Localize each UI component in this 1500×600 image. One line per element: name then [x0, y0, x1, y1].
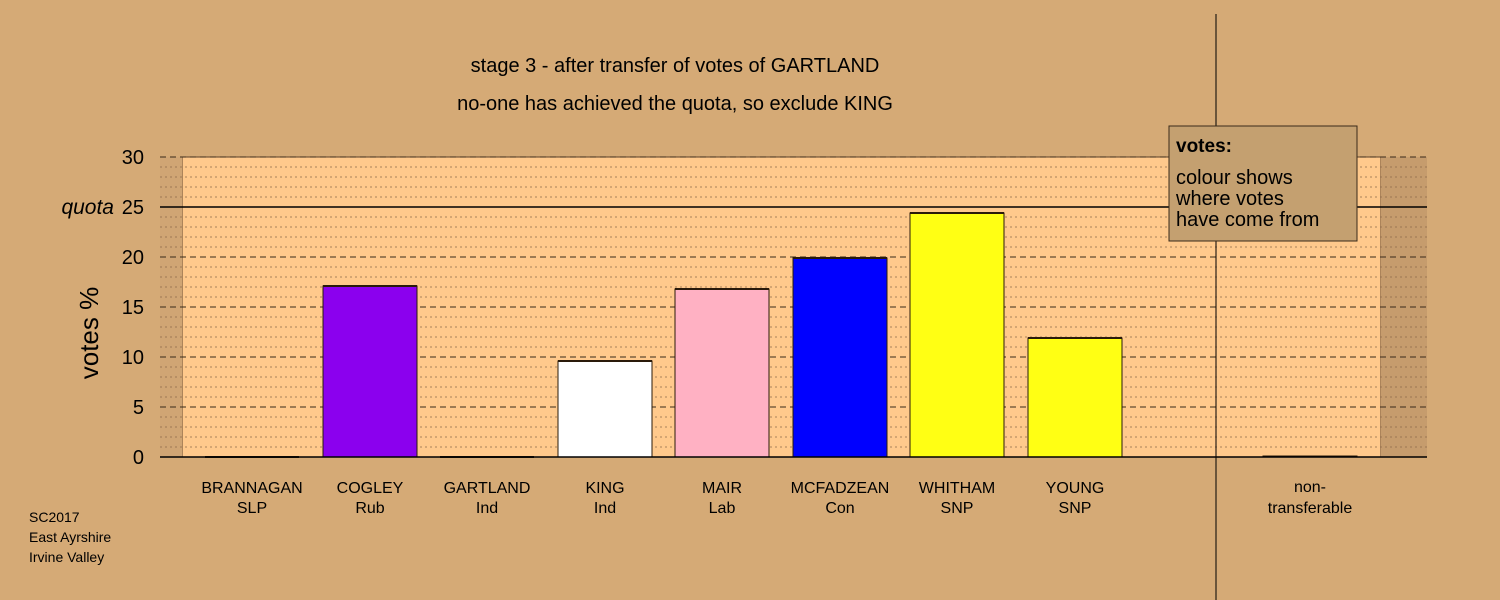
bar-mair: [674, 288, 770, 458]
candidate-name: BRANNAGAN: [201, 480, 302, 497]
legend-title: votes:: [1176, 136, 1232, 157]
candidate-party: Ind: [594, 500, 616, 517]
bar-mcfadzean: [792, 257, 888, 458]
y-tick-label: 20: [122, 247, 144, 269]
bar-whitham: [909, 212, 1005, 458]
y-tick-label: 10: [122, 347, 144, 369]
legend-line-1: colour shows: [1176, 167, 1293, 189]
source-line-2: East Ayrshire: [29, 529, 111, 545]
y-tick-labels: 0 5 10 15 20 25 30: [122, 147, 144, 469]
candidate-name: MCFADZEAN: [791, 480, 890, 497]
bar-cogley: [322, 285, 418, 458]
bar-king: [557, 360, 653, 458]
chart-title: stage 3 - after transfer of votes of GAR…: [471, 55, 880, 77]
candidate-party: Ind: [476, 500, 498, 517]
y-tick-label: 15: [122, 297, 144, 319]
legend: votes: colour shows where votes have com…: [1168, 125, 1358, 242]
bars: [205, 212, 1358, 458]
nontransferable-label-2: transferable: [1268, 500, 1353, 517]
candidate-name: KING: [585, 480, 624, 497]
candidate-party: SLP: [237, 500, 267, 517]
candidate-party: Lab: [709, 500, 736, 517]
quota-label: quota: [61, 196, 114, 219]
legend-box: [1168, 125, 1358, 242]
candidate-name: GARTLAND: [444, 480, 531, 497]
source-line-1: SC2017: [29, 509, 80, 525]
candidate-name: WHITHAM: [919, 480, 995, 497]
source-line-3: Irvine Valley: [29, 549, 104, 565]
y-tick-label: 5: [133, 397, 144, 419]
y-tick-label: 0: [133, 447, 144, 469]
y-tick-label: 30: [122, 147, 144, 169]
legend-line-2: where votes: [1175, 188, 1284, 210]
bar-young: [1027, 337, 1123, 458]
candidate-name: COGLEY: [337, 480, 404, 497]
chart-subtitle: no-one has achieved the quota, so exclud…: [457, 93, 893, 115]
candidate-party: Rub: [355, 500, 384, 517]
y-axis-label: votes %: [74, 287, 104, 380]
candidate-name: MAIR: [702, 480, 742, 497]
y-tick-label: 25: [122, 197, 144, 219]
category-labels: BRANNAGAN SLP COGLEY Rub GARTLAND Ind KING Ind M…: [201, 479, 1352, 517]
nontransferable-label-1: non-: [1294, 479, 1326, 496]
candidate-party: SNP: [941, 500, 974, 517]
candidate-party: Con: [825, 500, 854, 517]
candidate-party: SNP: [1059, 500, 1092, 517]
candidate-name: YOUNG: [1046, 480, 1105, 497]
legend-line-3: have come from: [1176, 209, 1319, 231]
